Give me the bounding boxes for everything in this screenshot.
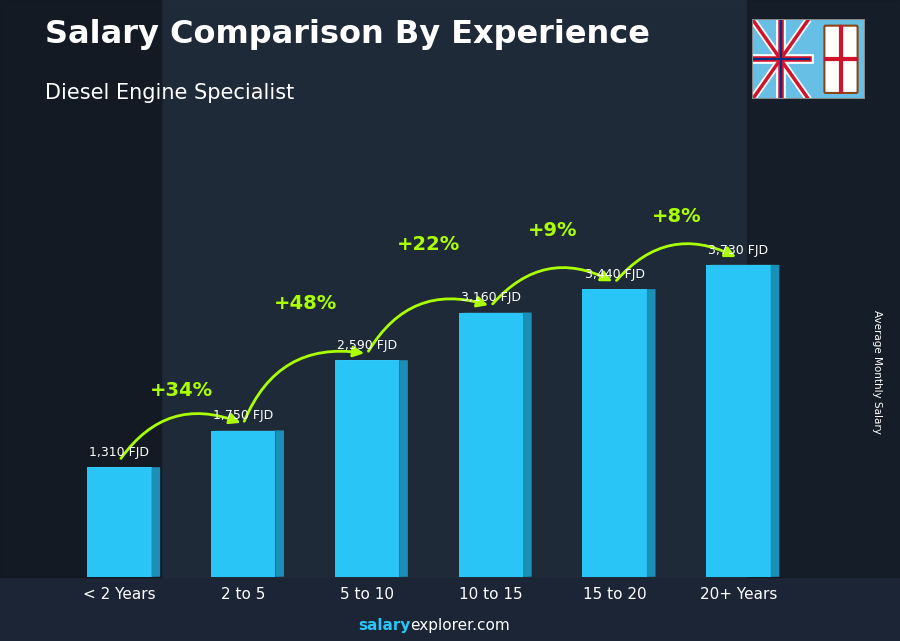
- Text: 3,440 FJD: 3,440 FJD: [585, 268, 644, 281]
- FancyBboxPatch shape: [824, 26, 858, 93]
- Polygon shape: [400, 360, 408, 577]
- FancyBboxPatch shape: [87, 467, 151, 577]
- Polygon shape: [523, 313, 532, 577]
- Text: 1,750 FJD: 1,750 FJD: [213, 409, 274, 422]
- FancyBboxPatch shape: [706, 265, 770, 577]
- Polygon shape: [151, 467, 160, 577]
- Bar: [747, 0, 900, 577]
- Polygon shape: [647, 289, 655, 577]
- Polygon shape: [770, 265, 779, 577]
- Text: Salary Comparison By Experience: Salary Comparison By Experience: [45, 19, 650, 50]
- Text: Diesel Engine Specialist: Diesel Engine Specialist: [45, 83, 294, 103]
- Text: +22%: +22%: [397, 235, 461, 254]
- Text: Average Monthly Salary: Average Monthly Salary: [872, 310, 883, 434]
- Bar: [162, 0, 747, 577]
- Text: explorer.com: explorer.com: [410, 619, 510, 633]
- Text: salary: salary: [358, 619, 410, 633]
- Text: +9%: +9%: [528, 221, 578, 240]
- Bar: [0, 0, 162, 577]
- Text: 3,730 FJD: 3,730 FJD: [708, 244, 769, 256]
- FancyBboxPatch shape: [211, 431, 275, 577]
- Text: 1,310 FJD: 1,310 FJD: [89, 446, 149, 459]
- Text: 3,160 FJD: 3,160 FJD: [461, 292, 521, 304]
- Polygon shape: [275, 430, 284, 577]
- Text: +34%: +34%: [149, 381, 212, 400]
- Text: 2,590 FJD: 2,590 FJD: [337, 339, 397, 352]
- FancyBboxPatch shape: [459, 313, 523, 577]
- FancyBboxPatch shape: [582, 289, 647, 577]
- Text: +8%: +8%: [652, 207, 701, 226]
- FancyBboxPatch shape: [335, 360, 400, 577]
- Text: +48%: +48%: [274, 294, 337, 313]
